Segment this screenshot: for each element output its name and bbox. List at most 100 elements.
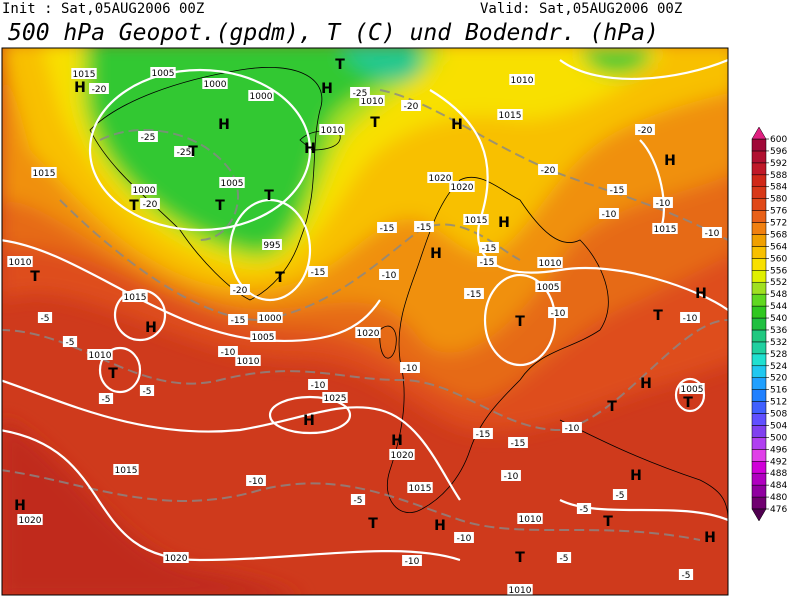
pressure-center: T <box>264 188 274 204</box>
label-box <box>228 314 248 325</box>
label-box <box>355 327 381 338</box>
label-box <box>679 383 705 394</box>
contour-label: 1010 <box>539 259 562 269</box>
colorbar-cell <box>751 270 767 283</box>
colorbar-label: 524 <box>770 362 787 372</box>
pressure-center: T <box>368 516 378 532</box>
label-box <box>359 95 385 106</box>
pressure-center: T <box>30 269 40 285</box>
colorbar-label: 528 <box>770 350 787 360</box>
label-box <box>607 184 627 195</box>
label-box <box>678 569 694 580</box>
contour-label: -10 <box>249 477 264 487</box>
label-box <box>322 392 348 403</box>
contour-label: 1015 <box>465 216 488 226</box>
pressure-center: H <box>303 413 315 429</box>
contour-label: 1015 <box>654 225 677 235</box>
pressure-center: H <box>391 433 403 449</box>
label-box <box>248 90 274 101</box>
label-box <box>308 379 328 390</box>
colorbar-label: 480 <box>770 493 787 503</box>
pressure-center: T <box>515 550 525 566</box>
colorbar-label: 532 <box>770 338 787 348</box>
contour-label: 1015 <box>115 466 138 476</box>
pressure-center: H <box>14 498 26 514</box>
contour-label: -15 <box>311 268 326 278</box>
map-title: 500 hPa Geopot.(gpdm), T (C) und Bodendr… <box>8 20 659 46</box>
coastlines <box>89 67 728 521</box>
contour-label: 1015 <box>499 111 522 121</box>
contour-label: 995 <box>263 241 280 251</box>
label-box <box>454 532 474 543</box>
label-box <box>350 494 366 505</box>
contour-label: 1010 <box>361 97 384 107</box>
contour-label: -5 <box>102 395 111 405</box>
pressure-center: H <box>74 80 86 96</box>
pressure-center: T <box>370 115 380 131</box>
contour-label: 1005 <box>152 69 175 79</box>
contour-label: -10 <box>656 199 671 209</box>
colorbar-cell <box>751 305 767 319</box>
pressure-center: H <box>304 141 316 157</box>
label-box <box>139 385 155 396</box>
contour-label: -10 <box>602 210 617 220</box>
contour-label: -5 <box>616 491 625 501</box>
colorbar-cell <box>751 317 767 331</box>
label-box <box>98 393 114 404</box>
label-box <box>477 256 497 267</box>
label-box <box>548 307 568 318</box>
colorbar-label: 492 <box>770 457 787 467</box>
label-box <box>680 312 700 323</box>
label-box <box>507 584 533 595</box>
label-box <box>113 464 139 475</box>
pressure-center: T <box>683 395 693 411</box>
pressure-center: H <box>451 117 463 133</box>
pressure-center: H <box>498 215 510 231</box>
contour-label: -10 <box>683 314 698 324</box>
colorbar-over-arrow <box>751 126 767 140</box>
pressure-center: H <box>630 468 642 484</box>
label-box <box>473 428 493 439</box>
contour-label: -10 <box>405 557 420 567</box>
colorbar-cell <box>751 210 767 223</box>
pressure-center: H <box>640 376 652 392</box>
label-box <box>635 124 655 135</box>
contour-label: 1020 <box>357 329 380 339</box>
colorbar-label: 580 <box>770 195 787 205</box>
colorbar-label: 536 <box>770 326 787 336</box>
label-box <box>17 514 43 525</box>
label-box <box>219 177 245 188</box>
label-box <box>400 362 420 373</box>
contour-label: -10 <box>551 309 566 319</box>
label-box <box>31 167 57 178</box>
label-box <box>702 227 722 238</box>
colorbar-label: 588 <box>770 171 787 181</box>
colorbar-cell <box>751 413 767 426</box>
colorbar-label: 564 <box>770 242 787 252</box>
contour-label: -20 <box>143 200 158 210</box>
pressure-center: H <box>434 518 446 534</box>
label-box <box>612 489 628 500</box>
label-box <box>538 164 558 175</box>
colorbar-label: 544 <box>770 302 787 312</box>
contour-label: -5 <box>41 314 50 324</box>
colorbar-cell <box>751 329 767 343</box>
contour-label: 1010 <box>9 258 32 268</box>
contour-label: -20 <box>541 166 556 176</box>
label-box <box>257 312 283 323</box>
label-box <box>556 552 572 563</box>
contour-label: 1005 <box>681 385 704 395</box>
contour-label: -15 <box>482 244 497 254</box>
contour-label: -5 <box>560 554 569 564</box>
label-box <box>62 336 78 347</box>
contour-label: -5 <box>580 505 589 515</box>
contour-label: -15 <box>417 223 432 233</box>
pressure-center: H <box>704 530 716 546</box>
contour-label: 1005 <box>537 283 560 293</box>
map-labels: 1015 1005 1000 1000 1010 1010 1015 1000 1005 995 1… <box>7 57 722 595</box>
contour-label: -5 <box>682 571 691 581</box>
contour-label: -25 <box>177 148 192 158</box>
colorbar-cell <box>751 293 767 307</box>
label-box <box>427 172 453 183</box>
pressure-center: H <box>695 286 707 302</box>
